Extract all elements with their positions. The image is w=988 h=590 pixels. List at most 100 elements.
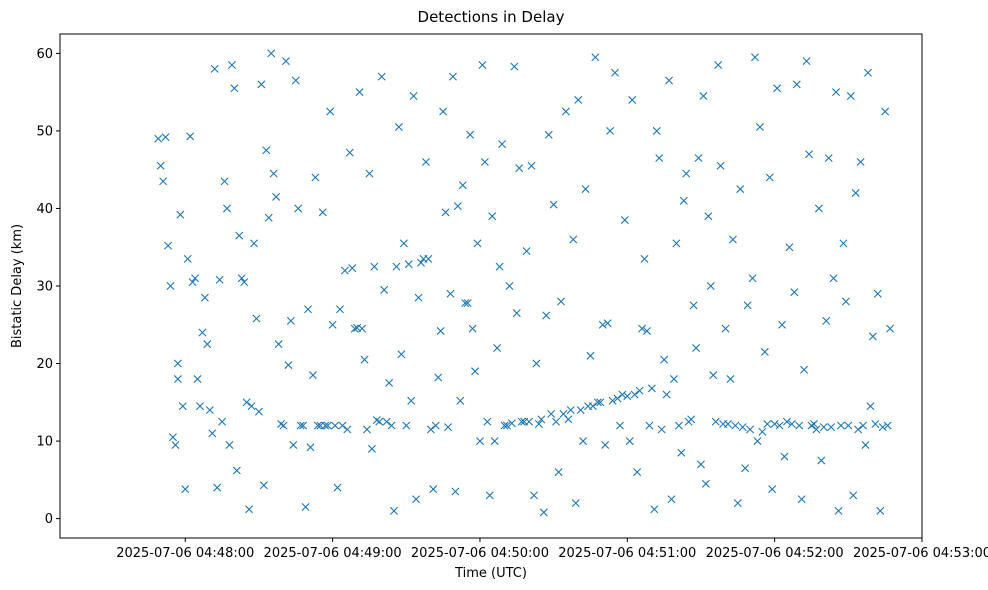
- detection-marker: [805, 150, 814, 159]
- detection-marker: [606, 126, 615, 135]
- detection-marker: [154, 134, 163, 143]
- detection-marker: [439, 107, 448, 116]
- detection-marker: [822, 316, 831, 325]
- detection-marker: [502, 421, 511, 430]
- detection-marker: [886, 324, 895, 333]
- detection-marker: [827, 423, 836, 432]
- x-tick-label: 2025-07-06 04:49:00: [264, 546, 402, 561]
- detection-marker: [392, 262, 401, 271]
- detection-marker: [166, 282, 175, 290]
- detection-marker: [245, 505, 254, 514]
- detection-marker: [665, 76, 674, 85]
- detection-marker: [785, 243, 794, 252]
- detection-marker: [642, 326, 651, 335]
- detection-marker: [841, 297, 850, 306]
- detection-marker: [220, 177, 229, 186]
- detection-marker: [630, 390, 639, 399]
- detection-marker: [608, 396, 617, 405]
- detection-marker: [272, 192, 281, 201]
- chart-title: Detections in Delay: [418, 8, 565, 26]
- detection-marker: [264, 213, 273, 222]
- detection-marker: [370, 262, 379, 271]
- detection-marker: [181, 485, 190, 494]
- y-axis: 0 10 20 30 40 50 60: [36, 47, 60, 527]
- detection-marker: [618, 390, 627, 399]
- detection-marker: [883, 421, 892, 430]
- detection-marker: [819, 423, 828, 432]
- detection-marker: [807, 421, 816, 430]
- detection-marker: [878, 423, 887, 432]
- detection-marker: [195, 402, 204, 411]
- x-axis: 2025-07-06 04:48:00 2025-07-06 04:49:00 20…: [116, 538, 988, 561]
- detection-marker: [267, 49, 276, 58]
- detection-marker: [436, 326, 445, 335]
- detection-marker: [210, 64, 219, 73]
- detection-marker: [539, 508, 548, 517]
- detection-marker: [164, 241, 173, 250]
- detection-marker: [458, 181, 467, 190]
- detection-marker: [441, 208, 450, 217]
- detection-marker: [532, 359, 541, 368]
- y-tick-label: 60: [36, 47, 53, 62]
- detection-marker: [323, 421, 332, 430]
- detection-marker: [721, 324, 730, 333]
- detection-marker: [232, 466, 241, 475]
- detection-marker: [284, 361, 293, 370]
- detection-marker: [360, 355, 369, 364]
- y-tick-label: 20: [36, 357, 53, 372]
- detection-marker: [348, 264, 357, 273]
- detection-marker: [475, 437, 484, 446]
- detection-marker: [768, 485, 777, 494]
- detection-marker: [709, 371, 718, 380]
- detection-marker: [208, 429, 217, 438]
- detection-marker: [424, 254, 433, 263]
- detection-marker: [200, 293, 209, 302]
- detection-marker: [250, 239, 258, 248]
- detection-marker: [611, 68, 620, 77]
- detection-marker: [529, 491, 538, 500]
- detection-marker: [782, 417, 791, 426]
- detection-marker: [444, 423, 453, 432]
- detection-marker: [701, 479, 710, 488]
- detection-marker: [547, 409, 556, 418]
- detection-marker: [868, 332, 877, 341]
- detection-marker: [168, 433, 177, 442]
- detection-marker: [522, 247, 531, 256]
- detection-marker: [286, 316, 295, 325]
- detection-marker: [240, 278, 249, 287]
- detection-marker: [301, 502, 310, 511]
- detection-marker: [397, 350, 406, 359]
- detection-marker: [613, 394, 622, 403]
- detection-marker: [291, 76, 300, 85]
- detection-marker: [795, 421, 804, 430]
- detection-marker: [247, 402, 256, 411]
- detection-marker: [802, 57, 811, 66]
- detection-marker: [517, 417, 526, 426]
- detection-marker: [431, 421, 440, 430]
- detection-marker: [525, 417, 534, 426]
- detection-marker: [647, 384, 656, 393]
- detection-marker: [159, 177, 168, 186]
- detection-marker: [728, 235, 737, 244]
- detection-marker: [277, 420, 286, 429]
- detection-marker: [579, 437, 588, 446]
- detection-marker: [534, 420, 543, 429]
- detection-marker: [699, 92, 708, 101]
- detection-marker: [500, 421, 509, 430]
- detection-marker: [345, 148, 354, 157]
- detection-marker: [252, 314, 261, 323]
- detection-marker: [809, 420, 818, 429]
- detection-marker: [434, 373, 443, 382]
- detection-marker: [780, 452, 789, 461]
- detection-marker: [343, 425, 352, 434]
- detection-marker: [615, 421, 624, 430]
- detection-marker: [318, 208, 327, 217]
- points-layer: [154, 49, 895, 517]
- detection-marker: [463, 299, 472, 308]
- detection-marker: [161, 133, 170, 142]
- detection-marker: [367, 444, 376, 453]
- detection-marker: [863, 68, 872, 77]
- detection-marker: [775, 421, 784, 430]
- detection-marker: [603, 319, 612, 328]
